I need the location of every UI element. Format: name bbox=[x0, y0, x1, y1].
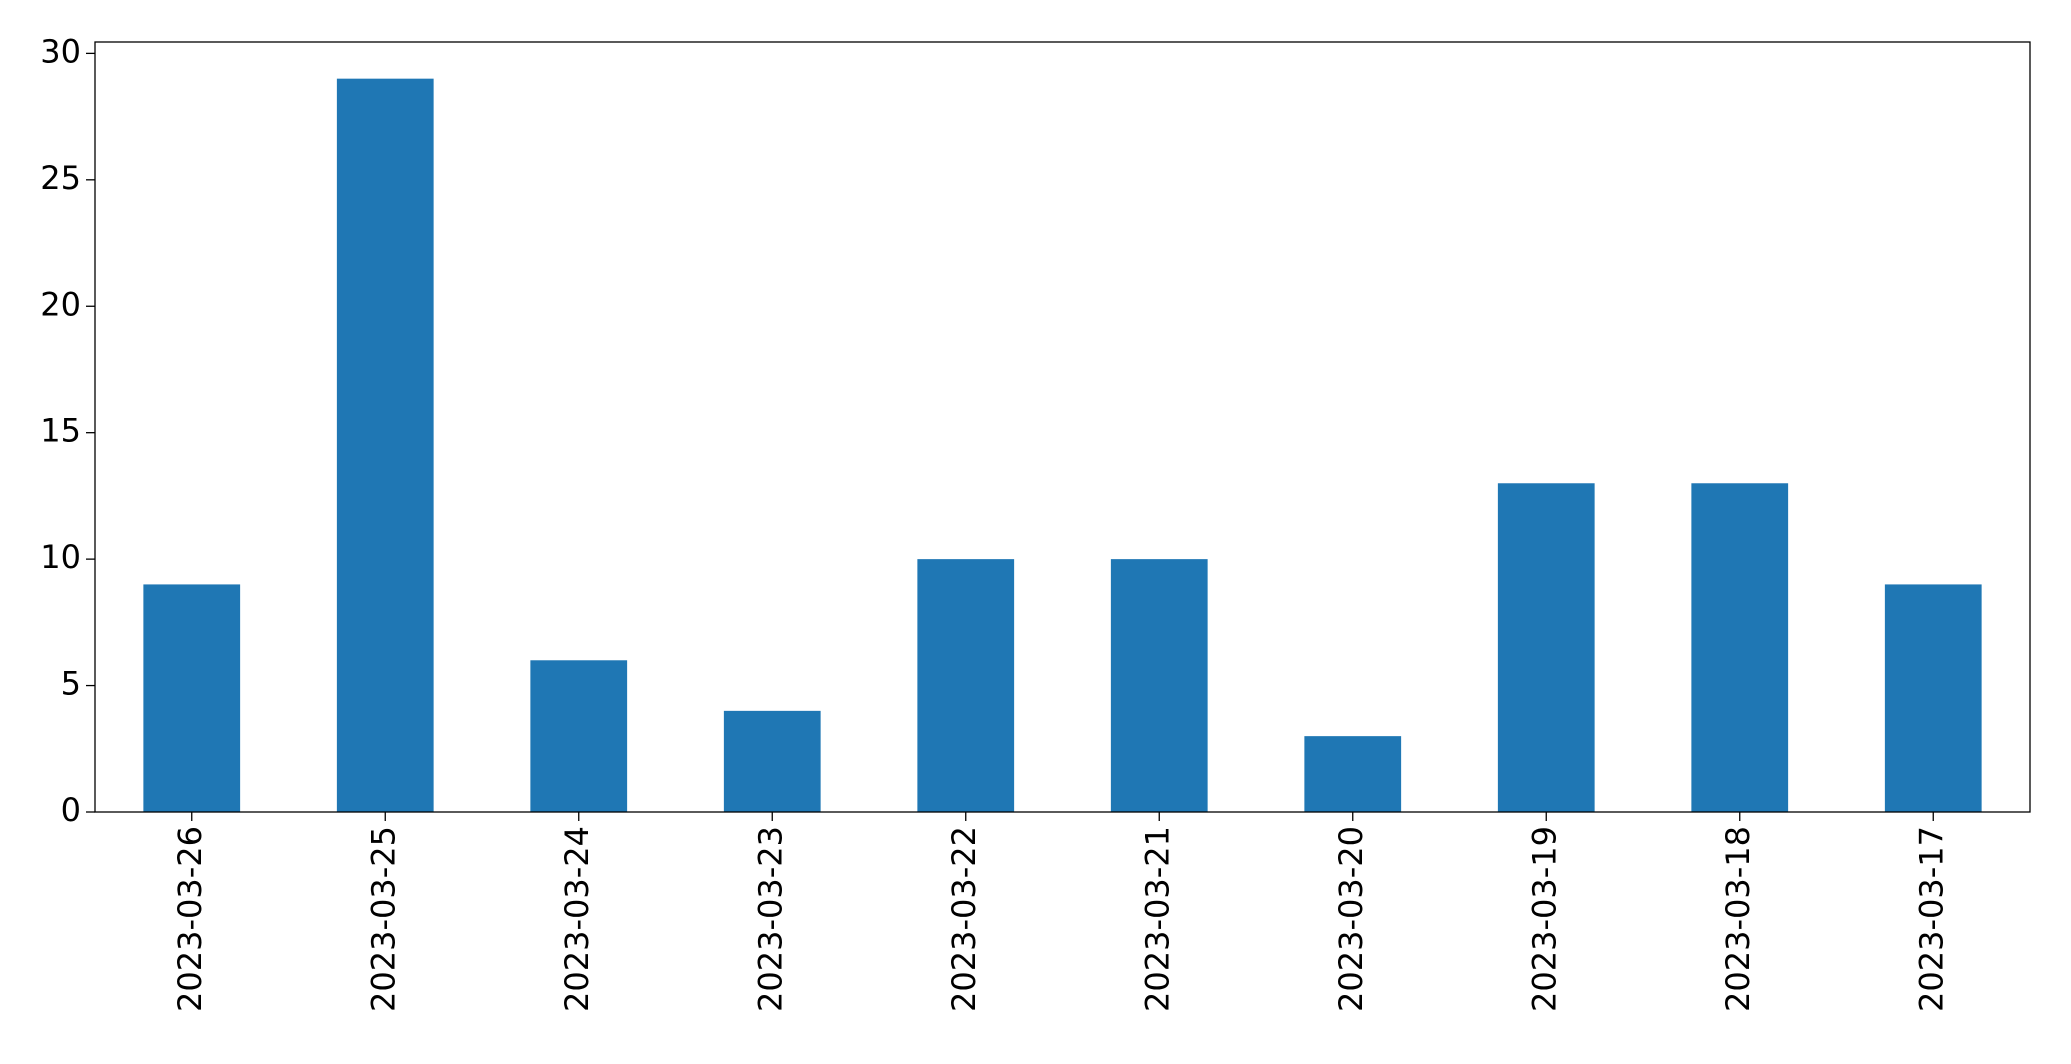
x-tick-label: 2023-03-25 bbox=[364, 826, 402, 1012]
x-tick-label: 2023-03-22 bbox=[945, 826, 983, 1012]
y-tick-label: 10 bbox=[40, 538, 81, 576]
x-tick-label: 2023-03-26 bbox=[171, 826, 209, 1012]
y-tick-label: 15 bbox=[40, 412, 81, 450]
bar bbox=[1884, 584, 1982, 812]
x-tick-label: 2023-03-21 bbox=[1138, 826, 1176, 1012]
bar bbox=[1497, 483, 1595, 812]
x-tick-label: 2023-03-24 bbox=[558, 826, 596, 1012]
bar bbox=[530, 660, 628, 812]
bar bbox=[1691, 483, 1789, 812]
bar bbox=[723, 710, 821, 812]
x-tick-label: 2023-03-20 bbox=[1332, 826, 1370, 1012]
bar bbox=[143, 584, 241, 812]
y-tick-label: 0 bbox=[61, 791, 81, 829]
y-tick-label: 25 bbox=[40, 159, 81, 197]
x-tick-label: 2023-03-18 bbox=[1719, 826, 1757, 1012]
plot-frame bbox=[94, 41, 2031, 813]
y-tick-label: 20 bbox=[40, 285, 81, 323]
bar bbox=[917, 559, 1015, 812]
x-tick-label: 2023-03-23 bbox=[751, 826, 789, 1012]
y-tick-label: 5 bbox=[61, 665, 81, 703]
bar bbox=[336, 78, 434, 812]
bar bbox=[1110, 559, 1208, 812]
y-tick-label: 30 bbox=[40, 32, 81, 70]
x-tick-label: 2023-03-19 bbox=[1525, 826, 1563, 1012]
x-tick-label: 2023-03-17 bbox=[1912, 826, 1950, 1012]
bar bbox=[1304, 736, 1402, 812]
